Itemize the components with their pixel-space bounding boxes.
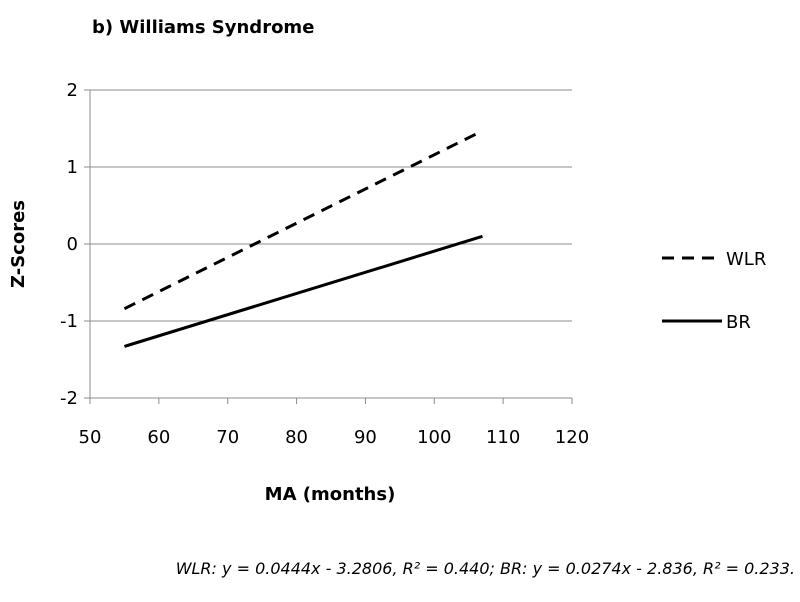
legend-label-wlr: WLR bbox=[726, 249, 766, 270]
x-tick-label: 50 bbox=[79, 427, 102, 448]
x-tick-label: 70 bbox=[216, 427, 239, 448]
x-tick-label: 110 bbox=[486, 427, 520, 448]
regression-footnote: WLR: y = 0.0444x - 3.2806, R² = 0.440; B… bbox=[176, 559, 795, 578]
series-lines bbox=[123, 129, 484, 348]
y-tick-label: -2 bbox=[60, 388, 78, 409]
y-tick-label: -1 bbox=[60, 311, 78, 332]
axes bbox=[84, 89, 573, 404]
series-line-wlr bbox=[123, 129, 484, 311]
x-tick-label: 90 bbox=[354, 427, 377, 448]
y-tick-label: 2 bbox=[67, 80, 78, 101]
y-tick-label: 0 bbox=[67, 234, 78, 255]
x-tick-label: 80 bbox=[285, 427, 308, 448]
x-tick-label: 100 bbox=[417, 427, 451, 448]
legend: WLR BR bbox=[662, 249, 766, 333]
gridlines bbox=[90, 89, 572, 322]
x-axis-title: MA (months) bbox=[265, 484, 396, 505]
legend-label-br: BR bbox=[726, 312, 751, 333]
x-tick-labels: 50 60 70 80 90 100 110 120 bbox=[79, 427, 590, 448]
y-tick-label: 1 bbox=[67, 157, 78, 178]
x-tick-label: 120 bbox=[555, 427, 589, 448]
chart-title: b) Williams Syndrome bbox=[92, 17, 314, 38]
y-tick-labels: 2 1 0 -1 -2 bbox=[60, 80, 78, 409]
series-line-br bbox=[123, 234, 483, 348]
y-axis-title: Z-Scores bbox=[8, 200, 29, 288]
x-tick-label: 60 bbox=[147, 427, 170, 448]
